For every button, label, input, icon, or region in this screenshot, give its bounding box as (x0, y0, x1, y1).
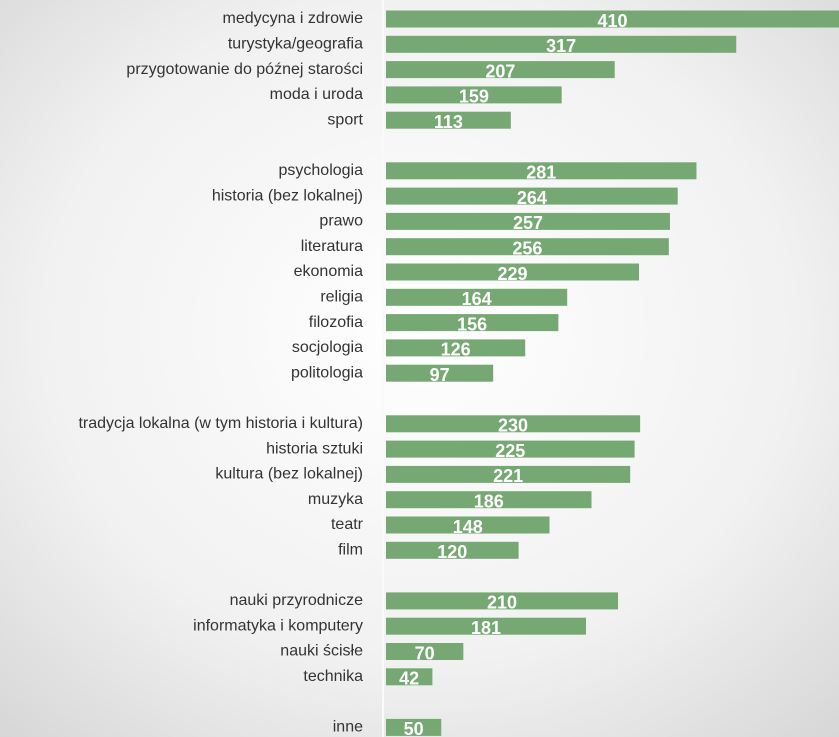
bar (386, 10, 839, 28)
value-label: 126 (441, 340, 471, 360)
category-label: prawo (319, 213, 363, 230)
value-label: 148 (453, 517, 483, 537)
category-label: inne (333, 719, 363, 736)
value-label: 256 (512, 238, 542, 258)
category-label: sport (327, 111, 363, 128)
value-label: 50 (404, 719, 424, 737)
category-label: technika (303, 668, 363, 685)
category-label: muzyka (308, 491, 363, 508)
bar (386, 263, 640, 281)
bar (386, 162, 697, 180)
category-label: religia (320, 289, 363, 306)
bar (386, 491, 592, 509)
value-label: 410 (597, 11, 627, 31)
value-label: 159 (459, 87, 489, 107)
bar (386, 415, 641, 433)
bar (386, 288, 568, 306)
bar (386, 465, 631, 483)
category-label: literatura (301, 238, 363, 255)
bar (386, 238, 669, 256)
value-label: 42 (399, 669, 419, 689)
category-label: psychologia (279, 162, 364, 179)
bar (386, 314, 559, 332)
bar (386, 35, 737, 53)
value-label: 97 (430, 365, 450, 385)
value-label: 221 (493, 466, 523, 486)
value-label: 186 (474, 491, 504, 511)
category-label: medycyna i zdrowie (223, 10, 364, 27)
bar (386, 718, 442, 736)
bar (386, 61, 615, 79)
value-label: 257 (513, 213, 543, 233)
bar (386, 592, 619, 610)
value-label: 164 (462, 289, 492, 309)
bar (386, 668, 433, 686)
bar (386, 187, 678, 205)
category-label: filozofia (309, 314, 363, 331)
value-label: 70 (415, 643, 435, 663)
bar (386, 440, 635, 458)
category-label: przygotowanie do późnej starości (126, 61, 363, 78)
category-label: ekonomia (294, 263, 363, 280)
category-label: film (338, 542, 363, 559)
value-label: 120 (437, 542, 467, 562)
category-label: historia (bez lokalnej) (212, 187, 363, 204)
category-label: historia sztuki (266, 440, 363, 457)
value-label: 229 (497, 264, 527, 284)
category-label: informatyka i komputery (193, 617, 363, 634)
bar (386, 111, 511, 129)
bar (386, 364, 494, 382)
bar (386, 86, 562, 104)
value-label: 156 (457, 314, 487, 334)
bar (386, 643, 464, 660)
value-label: 210 (487, 593, 517, 613)
bar (386, 617, 586, 635)
value-label: 225 (495, 441, 525, 461)
category-label: politologia (291, 364, 363, 381)
value-label: 317 (546, 36, 576, 56)
bar (386, 339, 526, 357)
value-label: 230 (498, 416, 528, 436)
category-label: moda i uroda (270, 86, 363, 103)
category-label: tradycja lokalna (w tym historia i kultu… (78, 415, 363, 432)
category-label: kultura (bez lokalnej) (215, 466, 363, 483)
category-label: teatr (331, 516, 364, 533)
value-label: 281 (526, 163, 556, 183)
bar (386, 541, 519, 559)
category-label: turystyka/geografia (228, 36, 363, 53)
value-label: 113 (434, 112, 463, 132)
category-label: nauki przyrodnicze (230, 592, 364, 609)
value-label: 264 (517, 188, 547, 208)
category-label: nauki ścisłe (280, 643, 363, 660)
value-label: 181 (471, 618, 501, 638)
bar (386, 212, 670, 230)
value-label: 207 (485, 61, 515, 81)
bar (386, 516, 550, 534)
category-label: socjologia (292, 339, 363, 356)
